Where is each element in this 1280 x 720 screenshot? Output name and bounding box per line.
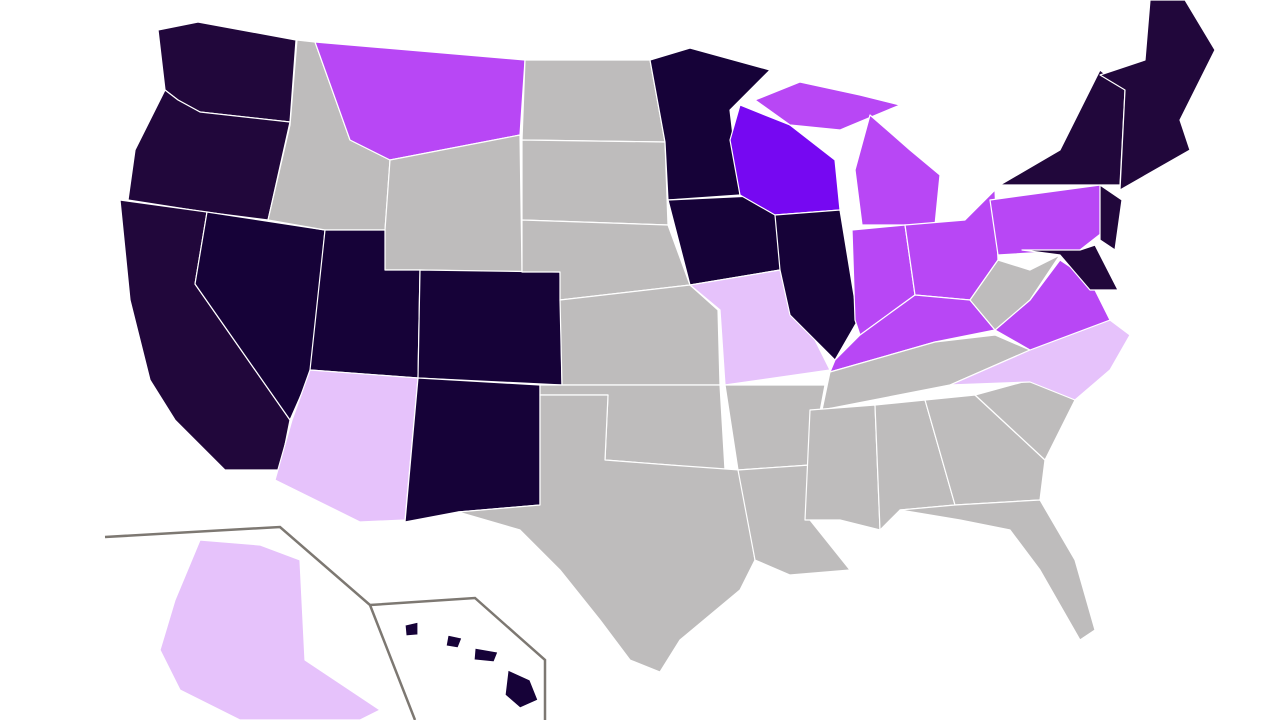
state (404, 377, 541, 523)
state (1021, 244, 1119, 291)
state (521, 59, 666, 143)
inset-border (104, 525, 417, 720)
state (854, 114, 941, 226)
state (457, 394, 756, 673)
state (473, 647, 499, 663)
state (989, 184, 1113, 256)
state (754, 81, 901, 131)
state (1099, 184, 1123, 251)
state (1099, 0, 1216, 191)
state (417, 269, 563, 386)
states (119, 0, 1216, 720)
state (504, 669, 539, 709)
state (521, 139, 669, 226)
state (999, 69, 1126, 186)
state (559, 284, 721, 386)
state (899, 499, 1096, 641)
inset-borders (104, 525, 547, 720)
state (159, 539, 381, 720)
state (445, 634, 463, 649)
state (689, 269, 831, 386)
inset-border (369, 596, 547, 720)
state (924, 394, 1046, 506)
state (404, 621, 419, 637)
state (804, 404, 881, 531)
